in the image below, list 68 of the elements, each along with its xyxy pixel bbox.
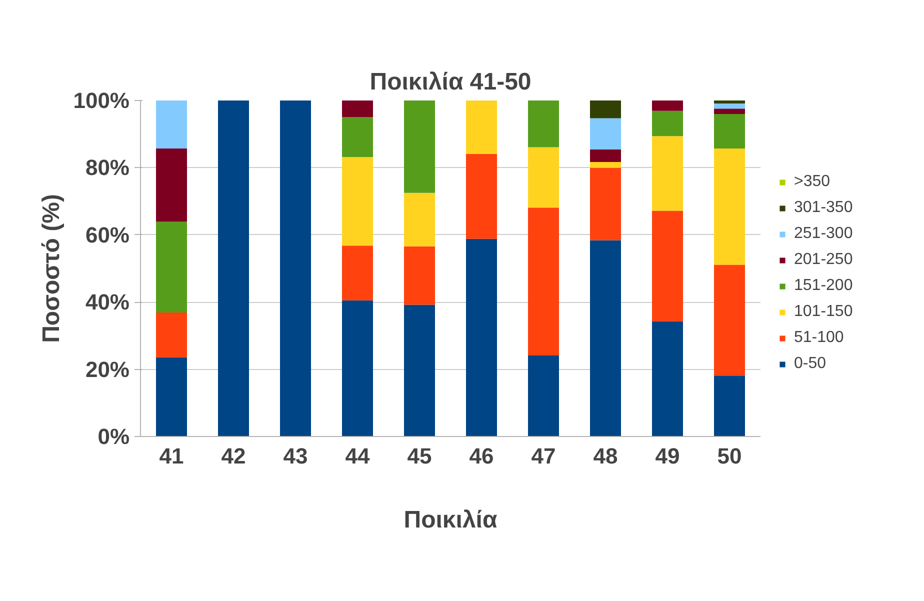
- x-tick-label: 49: [655, 444, 680, 468]
- x-tick-label: 44: [345, 444, 370, 468]
- bar: [404, 192, 435, 246]
- bar: [590, 168, 621, 240]
- x-tick-label: 42: [221, 444, 246, 468]
- bar: [714, 100, 745, 104]
- bar: [528, 356, 559, 436]
- x-tick-label: 41: [159, 444, 184, 468]
- bar: [404, 304, 435, 436]
- chart-title: Ποικιλία 41-50: [370, 68, 532, 96]
- legend-label: 151-200: [794, 277, 853, 295]
- bar: [714, 104, 745, 109]
- legend-label: 201-250: [794, 251, 853, 269]
- bar: [156, 100, 187, 149]
- bar: [342, 300, 373, 436]
- y-tick-label: 20%: [85, 356, 130, 382]
- bar: [652, 136, 683, 211]
- bar: [156, 222, 187, 313]
- y-tick-label: 40%: [85, 290, 130, 315]
- bar: [714, 376, 745, 436]
- x-tick-label: 48: [593, 444, 618, 468]
- x-axis-title: Ποικιλία: [404, 506, 498, 534]
- bar: [156, 357, 187, 436]
- bar: [714, 108, 745, 114]
- y-axis-title: Ποσοστό (%): [38, 194, 66, 343]
- x-tick-label: 43: [283, 444, 308, 468]
- bar: [342, 116, 373, 157]
- x-tick-label: 50: [717, 444, 742, 468]
- legend-label: 301-350: [794, 199, 853, 217]
- bar: [590, 100, 621, 118]
- bar: [714, 114, 745, 149]
- bar: [652, 210, 683, 322]
- bar: [404, 100, 435, 193]
- y-tick-label: 0%: [98, 424, 130, 449]
- bar: [466, 238, 497, 436]
- bar: [590, 240, 621, 436]
- bar: [652, 321, 683, 436]
- bar: [466, 154, 497, 239]
- bar: [590, 162, 621, 168]
- y-tick-label: 100%: [73, 88, 130, 113]
- y-tick-label: 80%: [85, 155, 130, 180]
- bar: [404, 246, 435, 305]
- bar: [528, 100, 559, 148]
- bar: [466, 100, 497, 154]
- bar: [714, 264, 745, 376]
- bar: [652, 100, 683, 111]
- bar: [590, 150, 621, 162]
- bar: [342, 156, 373, 246]
- bar: [652, 110, 683, 136]
- bar: [528, 147, 559, 208]
- bar: [342, 100, 373, 117]
- bar: [714, 148, 745, 265]
- x-tick-label: 46: [469, 444, 494, 468]
- x-tick-label: 47: [531, 444, 556, 468]
- legend-label: 0-50: [794, 355, 826, 373]
- bar: [156, 148, 187, 222]
- bar: [590, 118, 621, 150]
- legend-label: >350: [794, 173, 830, 191]
- legend-label: 51-100: [794, 329, 844, 347]
- x-tick-label: 45: [407, 444, 432, 468]
- bar: [280, 100, 311, 436]
- bar: [156, 312, 187, 358]
- bar: [218, 100, 249, 436]
- legend-label: 101-150: [794, 303, 853, 321]
- legend-label: 251-300: [794, 225, 853, 243]
- bar: [528, 208, 559, 356]
- y-tick-label: 60%: [85, 222, 130, 248]
- bar: [342, 246, 373, 300]
